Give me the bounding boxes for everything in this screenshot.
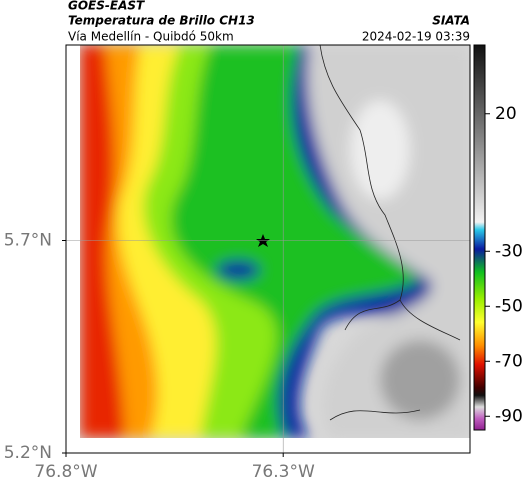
y-tick-label: 5.2°N (4, 443, 52, 463)
colorbar-tick-label: 20 (495, 104, 517, 124)
title: Temperatura de Brillo CH13 (68, 14, 255, 28)
satellite-image (80, 45, 470, 438)
colorbar-tick-label: -50 (495, 296, 523, 316)
brand: SIATA (432, 14, 470, 28)
timestamp: 2024-02-19 03:39 (362, 30, 470, 44)
subtitle: Vía Medellín - Quibdó 50km (68, 30, 234, 44)
colorbar-tick-label: -90 (495, 406, 523, 426)
colorbar (473, 44, 486, 431)
x-tick-label: 76.8°W (34, 462, 97, 482)
map-frame (65, 44, 471, 454)
source-label: GOES-EAST (68, 0, 145, 13)
colorbar-tick-label: -70 (495, 351, 523, 371)
colorbar-tick-label: -30 (495, 241, 523, 261)
x-tick-label: 76.3°W (252, 462, 315, 482)
y-tick-label: 5.7°N (4, 231, 52, 251)
